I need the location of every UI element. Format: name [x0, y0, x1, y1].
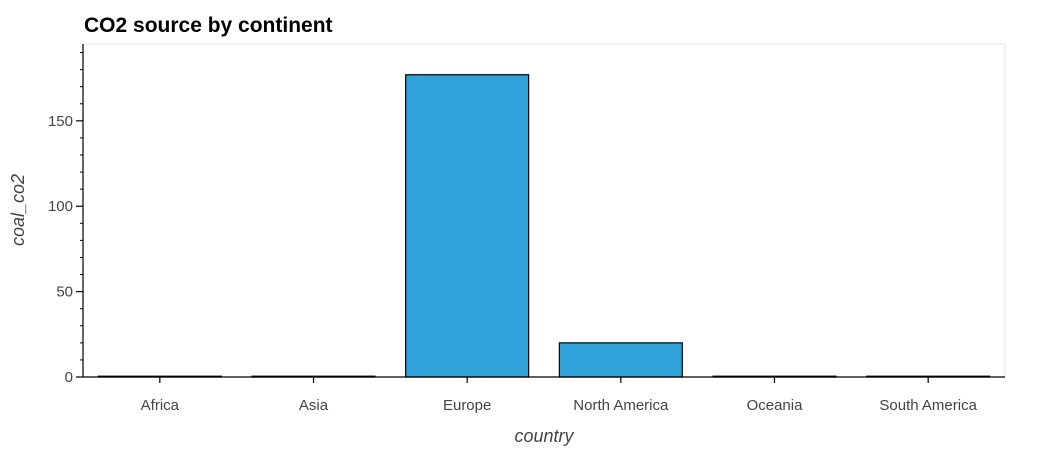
bar-europe — [405, 74, 530, 378]
y-tick-label: 150 — [48, 113, 73, 130]
x-axis-ticks: Africa Asia Europe North America Oceania Sout… — [141, 377, 978, 414]
x-axis-label: country — [514, 426, 574, 446]
y-tick-label: 50 — [56, 284, 73, 301]
y-axis-label: coal_co2 — [8, 174, 28, 246]
y-tick-label: 100 — [48, 198, 73, 215]
x-tick-label: South America — [879, 397, 977, 414]
plot-area — [82, 43, 1006, 378]
chart-title: CO2 source by continent — [84, 14, 333, 37]
x-tick-label: North America — [573, 397, 669, 414]
x-tick-label: Africa — [141, 397, 180, 414]
bars — [97, 74, 991, 378]
x-tick-label: Europe — [443, 397, 491, 414]
x-tick-label: Asia — [299, 397, 329, 414]
x-tick-label: Oceania — [747, 397, 804, 414]
bar-north-america — [558, 342, 683, 378]
y-tick-label: 0 — [65, 369, 73, 386]
y-axis-ticks: 0 50 100 150 — [48, 52, 83, 386]
